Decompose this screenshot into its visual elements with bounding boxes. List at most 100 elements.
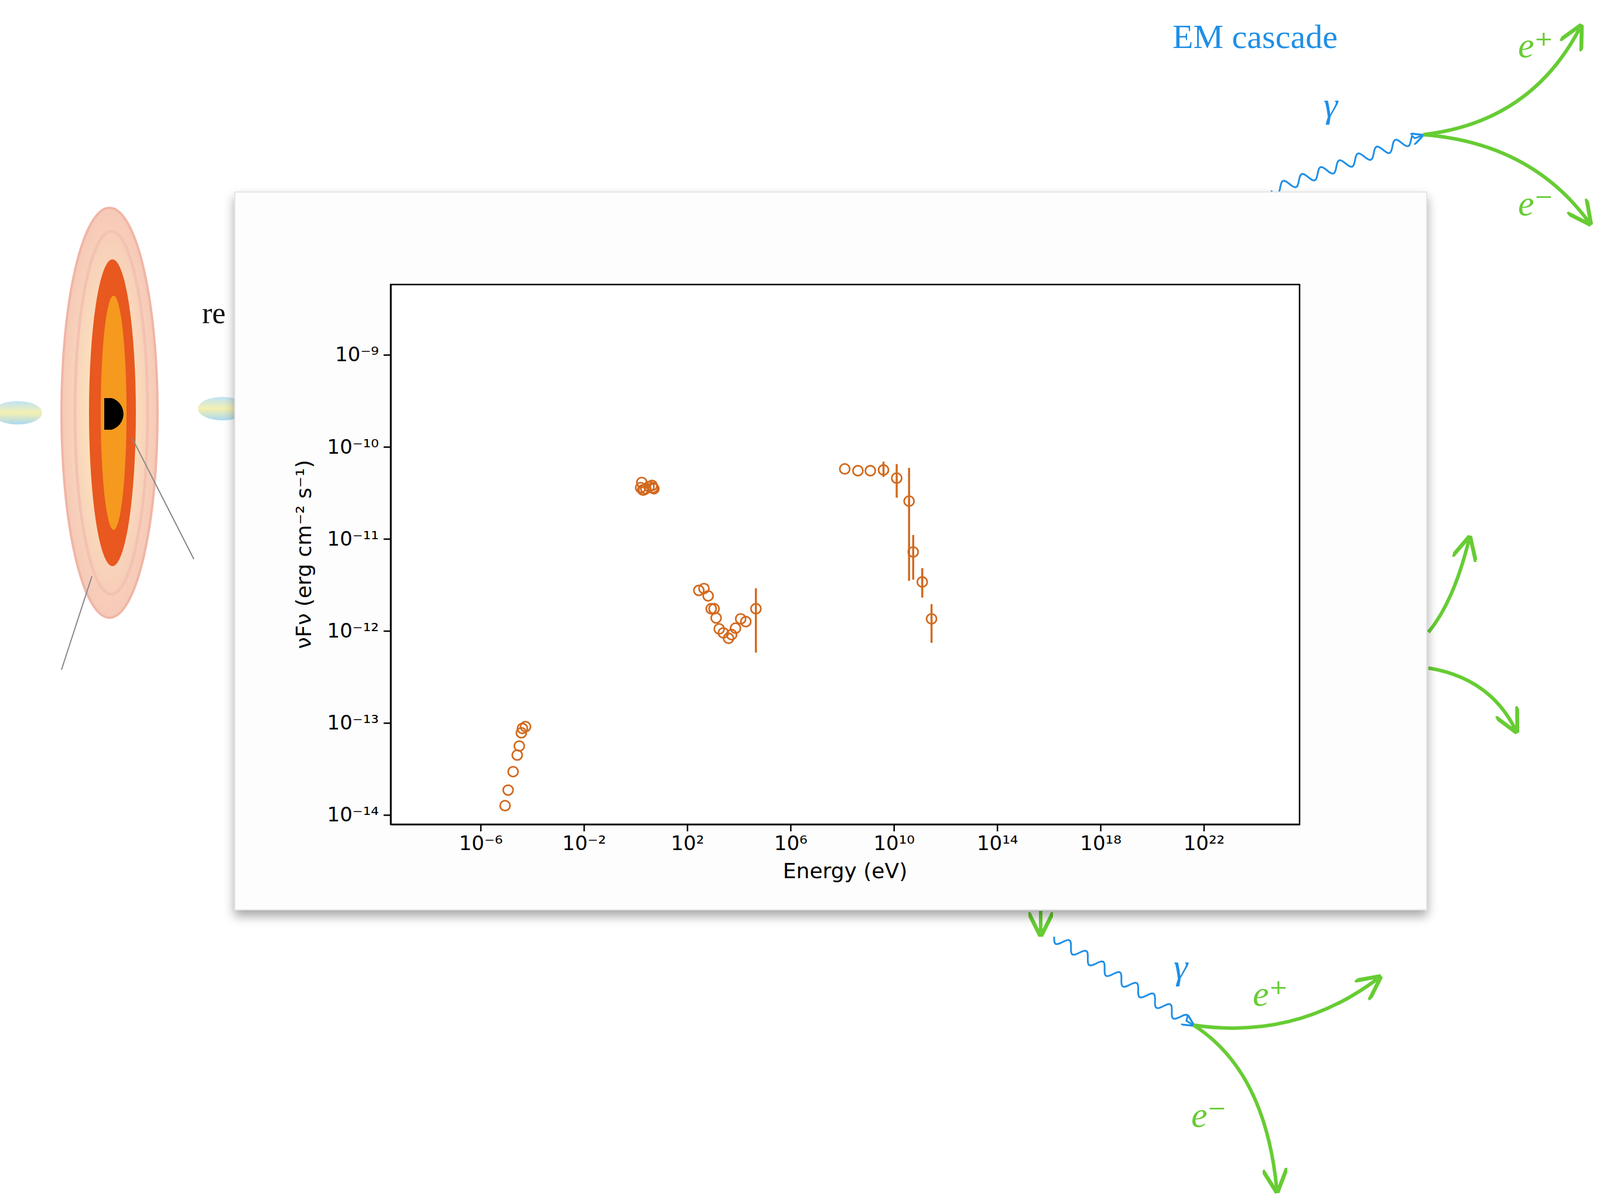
data-point — [878, 465, 889, 475]
y-axis-title: νFν (erg cm⁻² s⁻¹) — [291, 460, 316, 650]
electron-label: e⁻ — [1191, 1095, 1227, 1135]
y-tick-label: 10⁻¹¹ — [327, 527, 379, 551]
data-point — [865, 465, 876, 476]
data-point — [730, 623, 741, 634]
x-tick-mark — [790, 824, 792, 832]
x-tick-label: 10¹⁴ — [976, 831, 1019, 856]
y-tick-mark — [383, 630, 391, 633]
data-point — [709, 603, 720, 614]
chart-card: 10⁻⁶ 10⁻² 10² 10⁶ 10¹⁰ 10¹⁴ 10¹⁸ 10²² 10⁻¹⁴ 10⁻¹³… — [234, 192, 1427, 911]
data-point — [648, 483, 659, 494]
x-tick-label: 10⁻⁶ — [459, 831, 504, 856]
data-point — [500, 801, 511, 812]
x-tick-label: 10¹⁰ — [873, 831, 915, 856]
x-tick-label: 10⁻² — [562, 831, 607, 856]
data-point — [520, 722, 531, 733]
x-tick-label: 10² — [670, 831, 704, 856]
x-tick-mark — [686, 824, 689, 832]
x-tick-mark — [480, 824, 482, 832]
data-point — [908, 546, 919, 557]
photon — [1270, 135, 1422, 195]
x-tick-label: 10¹⁸ — [1079, 831, 1122, 856]
pointer-line — [132, 438, 194, 560]
y-tick-label: 10⁻⁹ — [334, 342, 379, 367]
y-tick-mark — [383, 446, 391, 449]
data-point — [926, 614, 937, 625]
disk-ring — [74, 231, 148, 595]
y-tick-mark — [383, 814, 391, 817]
data-point — [508, 767, 519, 778]
particle-track — [1038, 911, 1043, 933]
error-bar — [907, 467, 911, 581]
x-tick: 10²² — [1183, 824, 1226, 856]
slide: EM cascade γ e⁺ e⁻ re γ e⁺ e⁻ 10⁻⁶ 10⁻² 10² 10⁶ 10¹⁰… — [0, 0, 1600, 1199]
y-tick: 10⁻⁹ — [334, 342, 391, 367]
x-tick: 10⁻⁶ — [459, 824, 504, 856]
x-axis: 10⁻⁶ 10⁻² 10² 10⁶ 10¹⁰ 10¹⁴ 10¹⁸ 10²² — [391, 824, 1301, 856]
y-tick-mark — [383, 354, 391, 357]
x-tick-mark — [583, 824, 586, 832]
particle-track — [1428, 668, 1516, 730]
error-bar — [895, 464, 898, 498]
y-tick-mark — [383, 722, 391, 725]
positron-label: e⁺ — [1252, 973, 1288, 1014]
x-tick: 10⁶ — [774, 824, 808, 856]
y-axis: 10⁻¹⁴ 10⁻¹³ 10⁻¹² 10⁻¹¹ 10⁻¹⁰ 10⁻⁹ — [327, 285, 392, 827]
y-tick-label: 10⁻¹³ — [327, 710, 379, 735]
plot-area — [390, 284, 1300, 825]
data-point — [839, 463, 850, 474]
x-tick: 10⁻² — [562, 824, 607, 856]
data-point — [740, 616, 751, 627]
data-point — [917, 577, 928, 588]
x-tick-mark — [893, 824, 895, 832]
disk-outer — [61, 207, 158, 618]
y-tick-label: 10⁻¹⁰ — [327, 435, 379, 459]
photon-label: γ — [1173, 946, 1189, 987]
x-axis-title: Energy (eV) — [783, 859, 908, 884]
photon-label: γ — [1323, 84, 1339, 125]
disk-core — [100, 295, 127, 531]
error-bar — [921, 568, 924, 598]
electron-track — [1423, 134, 1589, 222]
x-tick: 10¹⁴ — [976, 824, 1019, 856]
data-marks — [500, 462, 937, 812]
y-tick-mark — [383, 538, 391, 541]
jet — [0, 401, 43, 425]
data-point — [852, 465, 863, 476]
positron-label: e⁺ — [1518, 25, 1554, 66]
data-point — [750, 603, 761, 614]
y-tick: 10⁻¹⁰ — [327, 435, 391, 459]
pointer-line — [61, 576, 92, 670]
data-point — [703, 590, 714, 601]
disk-inner — [89, 259, 136, 567]
card-background — [234, 192, 1427, 911]
black-hole — [104, 398, 124, 430]
plot-frame — [390, 284, 1300, 825]
x-tick: 10² — [670, 824, 704, 856]
x-tick-label: 10⁶ — [774, 831, 808, 856]
y-tick: 10⁻¹³ — [327, 710, 391, 735]
partial-text: re — [202, 296, 226, 330]
y-tick: 10⁻¹² — [327, 619, 391, 643]
positron-track — [1423, 28, 1580, 135]
data-point — [514, 741, 525, 752]
particle-track — [1428, 540, 1469, 633]
x-tick: 10¹⁸ — [1079, 824, 1122, 856]
x-tick-mark — [996, 824, 999, 832]
y-tick-label: 10⁻¹⁴ — [327, 802, 379, 827]
accretion-disk — [0, 207, 248, 670]
data-point — [503, 785, 514, 796]
x-tick-label: 10²² — [1183, 831, 1226, 856]
cascade-title: EM cascade — [1172, 17, 1338, 56]
data-point — [904, 496, 915, 507]
y-tick: 10⁻¹¹ — [327, 527, 391, 551]
y-tick: 10⁻¹⁴ — [327, 802, 391, 827]
data-point — [710, 613, 721, 624]
electron-label: e⁻ — [1518, 183, 1554, 224]
photon — [1054, 937, 1193, 1025]
data-point — [891, 473, 902, 484]
x-tick-mark — [1099, 824, 1102, 832]
error-bar — [754, 588, 758, 654]
diagram: EM cascade γ e⁺ e⁻ re γ e⁺ e⁻ — [0, 17, 1589, 1189]
x-tick: 10¹⁰ — [873, 824, 915, 856]
